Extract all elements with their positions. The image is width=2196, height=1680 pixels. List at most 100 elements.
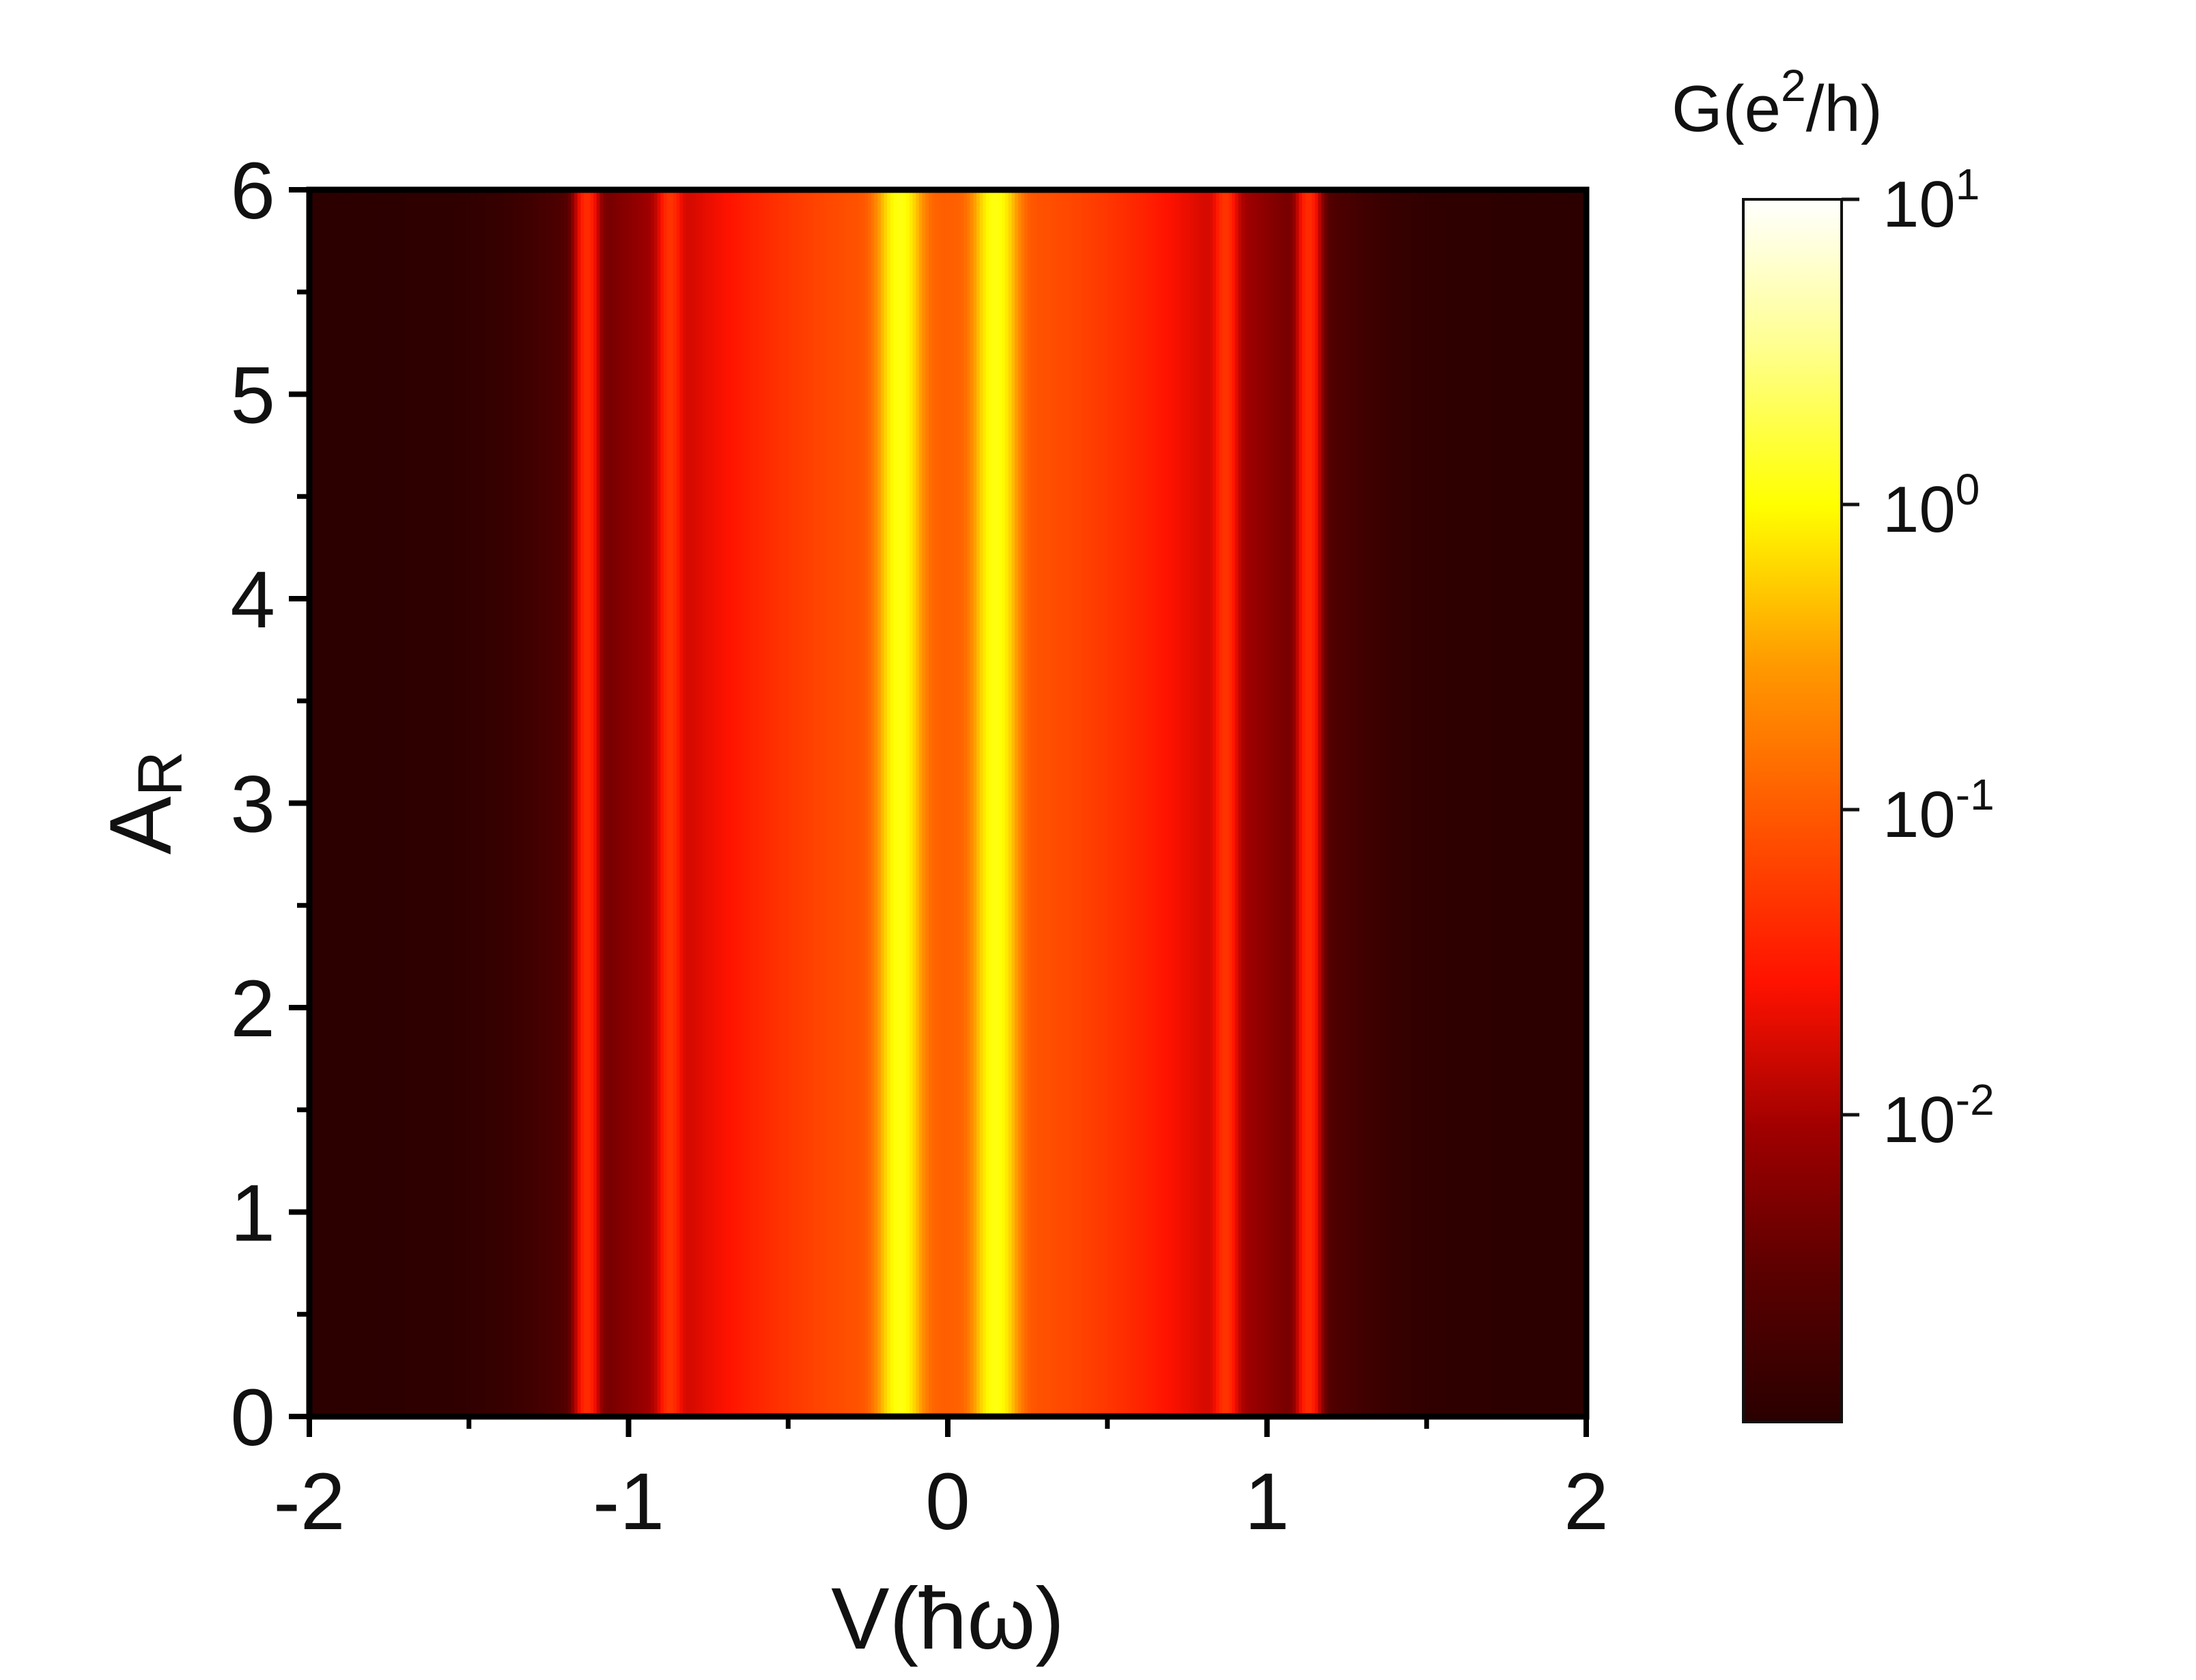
- heatmap-cell: [520, 190, 524, 1416]
- heatmap-cell: [1327, 190, 1332, 1416]
- plot-area: [306, 186, 1590, 1420]
- colorbar-tick-exponent: -2: [1956, 1075, 1995, 1124]
- heatmap-cell: [1056, 190, 1060, 1416]
- heatmap-cell: [1043, 190, 1047, 1416]
- heatmap-cell: [858, 190, 862, 1416]
- heatmap-cell: [1171, 190, 1175, 1416]
- heatmap-cell: [1379, 190, 1383, 1416]
- heatmap-cell: [1164, 190, 1169, 1416]
- heatmap-cell: [899, 190, 904, 1416]
- heatmap-cell: [1120, 190, 1124, 1416]
- heatmap-cell: [778, 190, 783, 1416]
- heatmap-cell: [1334, 190, 1338, 1416]
- heatmap-cell: [501, 190, 505, 1416]
- heatmap-cell: [488, 190, 492, 1416]
- x-axis-title: V(ħω): [831, 1570, 1065, 1668]
- heatmap-cell: [535, 190, 540, 1416]
- heatmap-cell: [775, 190, 780, 1416]
- heatmap-cell: [963, 190, 968, 1416]
- heatmap-cell: [1037, 190, 1041, 1416]
- heatmap-cell: [931, 190, 936, 1416]
- heatmap-cell: [1292, 190, 1297, 1416]
- heatmap-cell: [695, 190, 700, 1416]
- heatmap-cell: [350, 190, 355, 1416]
- heatmap-cell: [733, 190, 738, 1416]
- heatmap-cell: [1535, 190, 1539, 1416]
- y-tick-label: 0: [230, 1373, 275, 1463]
- heatmap-cell: [647, 190, 652, 1416]
- x-tick-label: -2: [274, 1457, 346, 1547]
- heatmap-cell: [737, 190, 741, 1416]
- heatmap-cell: [868, 190, 872, 1416]
- heatmap-cell: [1500, 190, 1504, 1416]
- heatmap-cell: [1177, 190, 1182, 1416]
- heatmap-cell: [1331, 190, 1335, 1416]
- heatmap-cell: [1433, 190, 1437, 1416]
- heatmap-cell: [1149, 190, 1153, 1416]
- heatmap-cell: [494, 190, 498, 1416]
- heatmap-cell: [705, 190, 709, 1416]
- heatmap-cell: [1136, 190, 1140, 1416]
- heatmap-cell: [1232, 190, 1236, 1416]
- heatmap-cell: [1024, 190, 1028, 1416]
- heatmap-cell: [1183, 190, 1188, 1416]
- heatmap-cell: [820, 190, 824, 1416]
- heatmap-cell: [615, 190, 620, 1416]
- heatmap-cell: [957, 190, 961, 1416]
- heatmap-cell: [880, 190, 885, 1416]
- heatmap-cell: [1254, 190, 1258, 1416]
- heatmap-cell: [424, 190, 428, 1416]
- heatmap-cell: [1215, 190, 1220, 1416]
- heatmap-cell: [832, 190, 837, 1416]
- heatmap-cell: [1261, 190, 1265, 1416]
- heatmap-cell: [638, 190, 642, 1416]
- heatmap-cell: [1538, 190, 1543, 1416]
- heatmap-cell: [491, 190, 495, 1416]
- heatmap-cell: [712, 190, 716, 1416]
- heatmap-cell: [1295, 190, 1300, 1416]
- heatmap-cell: [1206, 190, 1211, 1416]
- heatmap-cell: [718, 190, 722, 1416]
- x-tick-label: 2: [1564, 1457, 1609, 1547]
- y-axis-title-subscript: R: [126, 751, 195, 796]
- colorbar-tick-base: 10: [1883, 778, 1956, 851]
- heatmap-cell: [849, 190, 853, 1416]
- heatmap-cell: [1011, 190, 1015, 1416]
- heatmap-cell: [785, 190, 789, 1416]
- heatmap-cell: [810, 190, 815, 1416]
- heatmap-cell: [1133, 190, 1137, 1416]
- heatmap-cell: [386, 190, 390, 1416]
- heatmap-cell: [338, 190, 342, 1416]
- heatmap-cell: [1407, 190, 1411, 1416]
- heatmap-cell: [1301, 190, 1306, 1416]
- heatmap-cell: [1097, 190, 1102, 1416]
- heatmap-cell: [948, 190, 952, 1416]
- y-tick-label: 4: [230, 555, 275, 645]
- heatmap-cell: [731, 190, 735, 1416]
- colorbar-title-sup: 2: [1781, 60, 1806, 111]
- colorbar-tick-base: 10: [1883, 1083, 1956, 1156]
- heatmap-cell: [1088, 190, 1093, 1416]
- heatmap-cell: [794, 190, 799, 1416]
- heatmap-cell: [1528, 190, 1533, 1416]
- heatmap-cell: [1193, 190, 1198, 1416]
- heatmap-cell: [651, 190, 655, 1416]
- heatmap-cell: [1155, 190, 1159, 1416]
- heatmap-cell: [1566, 190, 1571, 1416]
- heatmap-cell: [456, 190, 460, 1416]
- heatmap-cell: [692, 190, 696, 1416]
- heatmap-cell: [322, 190, 326, 1416]
- heatmap-cell: [791, 190, 796, 1416]
- heatmap-cell: [973, 190, 977, 1416]
- heatmap-cell: [839, 190, 843, 1416]
- heatmap-cell: [344, 190, 348, 1416]
- y-axis-title: AR: [92, 751, 195, 855]
- heatmap-cell: [1375, 190, 1379, 1416]
- heatmap-cell: [1509, 190, 1514, 1416]
- heatmap-cell: [1452, 190, 1456, 1416]
- heatmap-cell: [1075, 190, 1080, 1416]
- heatmap-cell: [976, 190, 981, 1416]
- heatmap-cell: [1493, 190, 1497, 1416]
- heatmap-cell: [1273, 190, 1278, 1416]
- heatmap-cell: [1241, 190, 1245, 1416]
